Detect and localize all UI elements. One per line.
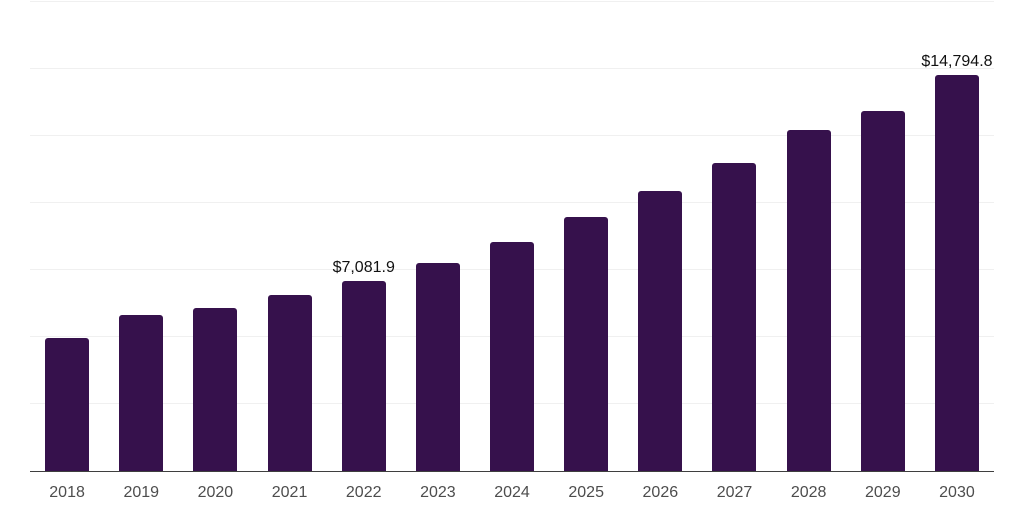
bar-2024 [490, 242, 535, 471]
bar-slot-2026 [623, 2, 697, 471]
bar-slot-2025 [549, 2, 623, 471]
x-tick-label-2026: 2026 [642, 484, 679, 501]
bar-2019 [119, 315, 164, 471]
x-tick-label-2018: 2018 [49, 484, 85, 501]
gridline [30, 68, 994, 69]
bar-2026 [638, 191, 683, 471]
bar-slot-2018 [30, 2, 104, 471]
gridline [30, 135, 994, 136]
bar-2028 [786, 130, 831, 471]
x-tick-label-2020: 2020 [197, 484, 234, 501]
plot-area: $7,081.9 $14,794.8 [30, 1, 994, 472]
x-tick-label-2030: 2030 [939, 484, 975, 501]
bar-2018 [45, 337, 90, 471]
bar-2021 [267, 295, 312, 471]
data-label-2030: $14,794.8 [921, 52, 993, 70]
bar-slot-2028 [772, 2, 846, 471]
bar-2027 [712, 163, 757, 471]
bar-2025 [564, 217, 609, 471]
bar-slot-2023 [401, 2, 475, 471]
x-tick-label-2024: 2024 [494, 484, 530, 501]
x-tick-label-2027: 2027 [716, 484, 753, 501]
gridline [30, 202, 994, 203]
bar-slot-2030: $14,794.8 [920, 2, 994, 471]
x-tick-label-2028: 2028 [790, 484, 827, 501]
gridline [30, 1, 994, 2]
data-label-2022: $7,081.9 [332, 259, 395, 277]
bar-slot-2019 [104, 2, 178, 471]
bar-slot-2024 [475, 2, 549, 471]
x-tick-label-2023: 2023 [420, 484, 456, 501]
bar-slot-2022: $7,081.9 [327, 2, 401, 471]
bar-2029 [860, 111, 905, 471]
x-tick-label-2019: 2019 [123, 484, 160, 501]
bar-2023 [415, 262, 460, 471]
bar-2020 [193, 307, 238, 471]
x-axis-labels: 2018 2019 2020 2021 2022 2023 2024 2025 2026 2027… [30, 472, 994, 502]
bar-slot-2020 [178, 2, 252, 471]
bar-2022 [341, 281, 386, 471]
bar-slot-2027 [697, 2, 771, 471]
bar-2030 [934, 74, 979, 471]
x-tick-label-2029: 2029 [865, 484, 901, 501]
x-tick-label-2025: 2025 [568, 484, 604, 501]
bars-container: $7,081.9 $14,794.8 [30, 2, 994, 471]
bar-slot-2021 [252, 2, 326, 471]
bar-slot-2029 [846, 2, 920, 471]
x-tick-label-2022: 2022 [345, 484, 382, 501]
x-tick-label-2021: 2021 [271, 484, 308, 501]
